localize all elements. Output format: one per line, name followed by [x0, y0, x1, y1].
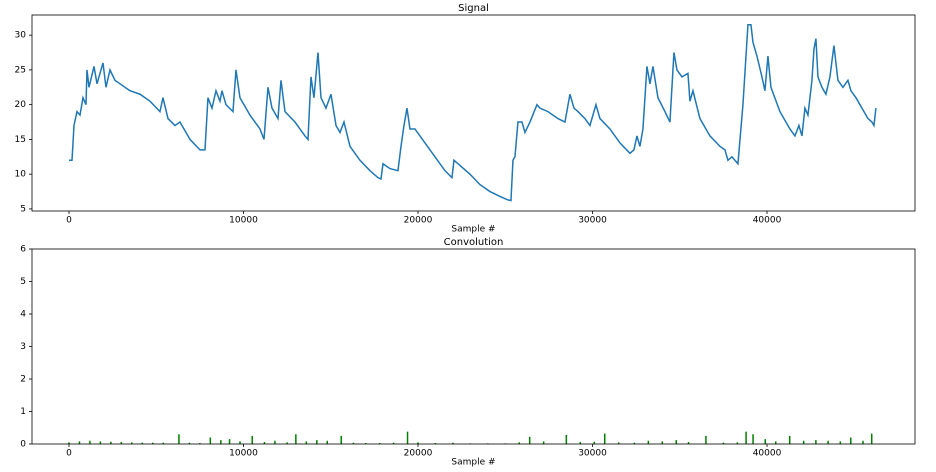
x-tick-label: 10000: [229, 216, 258, 226]
x-axis-label: Sample #: [451, 458, 495, 468]
chart-title: Convolution: [444, 237, 504, 248]
x-axis-label: Sample #: [451, 225, 495, 235]
x-tick-label: 0: [66, 449, 72, 459]
y-tick-label: 0: [20, 440, 26, 450]
x-tick-label: 30000: [578, 449, 607, 459]
y-tick-label: 25: [15, 65, 26, 75]
x-tick-label: 0: [66, 216, 72, 226]
y-tick-label: 4: [20, 310, 26, 320]
y-tick-label: 20: [15, 100, 27, 110]
y-tick-label: 3: [20, 342, 26, 352]
x-tick-label: 10000: [229, 449, 258, 459]
y-tick-label: 30: [15, 31, 27, 41]
x-tick-label: 20000: [404, 216, 433, 226]
y-tick-label: 15: [15, 135, 26, 145]
plot-frame: [31, 248, 916, 445]
y-tick-label: 2: [20, 375, 26, 385]
signal-line: [69, 23, 877, 202]
y-tick-label: 6: [20, 245, 26, 255]
x-tick-label: 30000: [578, 216, 607, 226]
y-tick-label: 1: [20, 407, 26, 417]
y-tick-label: 5: [20, 277, 26, 287]
x-tick-label: 40000: [753, 216, 782, 226]
chart-title: Signal: [458, 3, 489, 14]
x-tick-label: 40000: [753, 449, 782, 459]
y-tick-label: 5: [20, 204, 26, 214]
x-tick-label: 20000: [404, 449, 433, 459]
y-tick-label: 10: [15, 170, 27, 180]
plot-frame: [31, 14, 916, 212]
